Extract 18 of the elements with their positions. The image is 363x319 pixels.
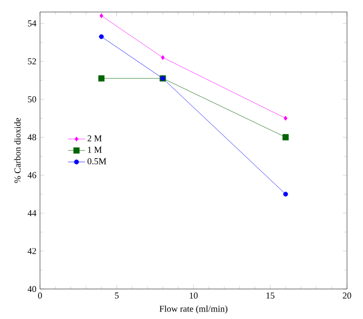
y-tick-label: 42: [28, 248, 36, 254]
x-axis-title: Flow rate (ml/min): [160, 305, 228, 314]
y-tick-label: 52: [28, 58, 36, 64]
y-tick-label: 40: [28, 286, 36, 292]
y-axis-title: % Carbon dioxide: [14, 118, 21, 183]
x-tick-label: 20: [342, 292, 352, 299]
x-tick-label: 5: [115, 292, 119, 299]
y-tick-label: 46: [28, 172, 36, 178]
x-tick-label: 10: [190, 292, 198, 299]
x-tick-label: 15: [266, 292, 274, 299]
x-tick-label: 0: [38, 292, 42, 299]
y-tick-label: 44: [28, 210, 36, 216]
legend-label: 0.5M: [88, 158, 106, 164]
y-tick-label: 48: [28, 134, 36, 140]
legend-label: 2 M: [88, 135, 102, 142]
y-tick-label: 54: [28, 20, 36, 26]
y-tick-label: 50: [28, 96, 36, 102]
legend-label: 1 M: [88, 146, 102, 153]
